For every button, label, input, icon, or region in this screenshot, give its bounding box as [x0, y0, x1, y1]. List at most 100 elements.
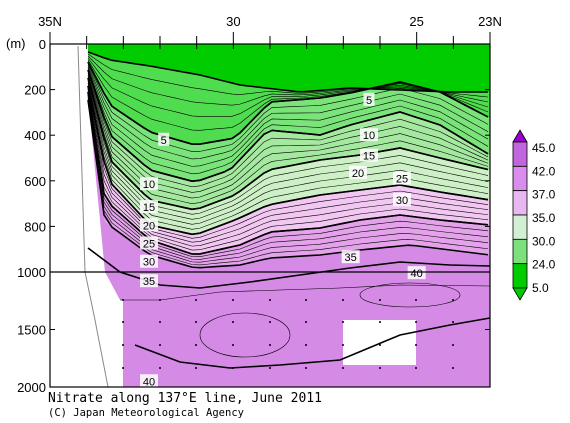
contour-label: 25 [143, 239, 155, 251]
y-tick-label: 1000 [17, 265, 46, 280]
sampling-point [195, 321, 197, 323]
contour-line [87, 76, 489, 205]
contour-label: 40 [411, 268, 423, 280]
contour-line [87, 88, 489, 243]
contour-line-deep [134, 317, 490, 369]
sampling-point [159, 299, 161, 301]
sampling-point [305, 344, 307, 346]
sampling-point [122, 299, 124, 301]
y-tick-label: 400 [24, 128, 46, 143]
contour-line [87, 53, 489, 98]
sampling-point [452, 367, 454, 369]
sampling-point [195, 344, 197, 346]
sampling-point [195, 299, 197, 301]
contour-label: 30 [143, 257, 155, 269]
contour-label: 25 [396, 174, 408, 186]
x-tick-label: 35N [38, 14, 62, 29]
contour-closed [199, 312, 291, 358]
sampling-points [122, 299, 454, 369]
contour-label: 15 [363, 151, 375, 163]
contour-label-bg [140, 200, 158, 214]
sampling-point [269, 344, 271, 346]
sampling-point [122, 344, 124, 346]
contour-label-bg [140, 218, 158, 232]
legend-swatch [512, 263, 528, 289]
legend: 45.0 42.0 37.0 35.0 30.0 24.0 5.0 [512, 129, 556, 301]
legend-label: 30.0 [532, 234, 556, 248]
sampling-point [452, 321, 454, 323]
contour-label: 35 [143, 276, 155, 288]
y-tick-label: 800 [24, 219, 46, 234]
legend-arrow-bottom [512, 287, 528, 301]
contour-label-bg [393, 193, 411, 207]
sampling-point [232, 299, 234, 301]
contour-label-bg [140, 254, 158, 268]
contour-line [87, 82, 489, 225]
no-data-areas [50, 44, 416, 388]
contour-line [87, 66, 489, 167]
contour-label-bg [341, 250, 360, 264]
contour-label-bg [360, 148, 378, 162]
contour-label-bg [363, 92, 375, 106]
legend-swatch [512, 190, 528, 216]
contour-line [87, 96, 489, 263]
contour-line [87, 68, 489, 175]
y-tick-label: 0 [39, 37, 46, 52]
contour-line [87, 61, 489, 145]
contour-closed [359, 282, 461, 308]
contour-label: 20 [143, 220, 155, 232]
contour-label-bg [140, 274, 158, 288]
contour-label: 15 [143, 202, 155, 214]
legend-label: 37.0 [532, 188, 556, 202]
sampling-point [415, 367, 417, 369]
contour-line [87, 71, 489, 188]
sampling-point [415, 321, 417, 323]
x-tick-label: 23N [478, 14, 502, 29]
contour-line [87, 55, 489, 106]
legend-swatch [512, 214, 528, 240]
sampling-point [159, 344, 161, 346]
legend-swatch [512, 165, 528, 192]
contour-line [87, 57, 489, 117]
sampling-point [452, 299, 454, 301]
sampling-point [379, 367, 381, 369]
sampling-point [232, 344, 234, 346]
legend-swatch [512, 238, 528, 265]
sampling-point [269, 321, 271, 323]
coast-line [77, 45, 109, 388]
contour-label: 30 [396, 195, 408, 207]
contour-label: 35 [345, 252, 357, 264]
contour-label-bg [140, 177, 158, 191]
sampling-point [342, 344, 344, 346]
legend-label: 35.0 [532, 211, 556, 225]
contour-label: 10 [363, 130, 375, 142]
contour-label: 5 [366, 95, 372, 107]
contour-line [87, 51, 488, 93]
no-data-coast [50, 44, 123, 387]
sampling-point [452, 344, 454, 346]
contour-label: 20 [352, 168, 364, 180]
contour-labels: 5 5 10 10 15 15 20 20 25 25 30 30 35 35 40 40 [140, 92, 426, 388]
sampling-point [305, 367, 307, 369]
legend-swatch [512, 141, 528, 167]
contour-label-bg [158, 132, 170, 146]
contour-label-bg [393, 171, 411, 185]
contour-label-bg [407, 266, 426, 280]
y-unit-label: (m) [6, 36, 26, 51]
sampling-point [159, 321, 161, 323]
contour-line [87, 98, 489, 266]
fill-band-surface [50, 44, 490, 92]
legend-label: 24.0 [532, 258, 556, 272]
sampling-point [342, 321, 344, 323]
x-tick-label: 25 [409, 14, 423, 29]
sampling-point [269, 367, 271, 369]
y-tick-label: 1500 [17, 323, 46, 338]
contour-fill-bands [50, 44, 490, 387]
contour-line [87, 65, 489, 160]
sampling-point [195, 367, 197, 369]
sampling-point [379, 344, 381, 346]
sampling-point [122, 367, 124, 369]
sampling-point [232, 367, 234, 369]
legend-label: 45.0 [532, 141, 556, 155]
sampling-point [379, 321, 381, 323]
